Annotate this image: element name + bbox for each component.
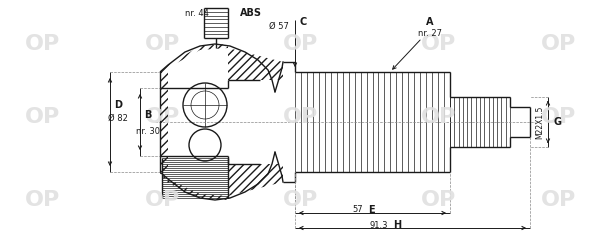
- Text: OP: OP: [283, 107, 317, 127]
- Text: E: E: [368, 205, 374, 215]
- Text: A: A: [426, 17, 434, 27]
- Text: Ø 82: Ø 82: [108, 113, 128, 122]
- Text: Ø 57: Ø 57: [269, 21, 289, 30]
- Text: C: C: [300, 17, 307, 27]
- Text: OP: OP: [421, 190, 455, 210]
- Text: OP: OP: [283, 190, 317, 210]
- Text: OP: OP: [541, 34, 575, 54]
- Text: ABS: ABS: [240, 8, 262, 18]
- Text: OP: OP: [421, 107, 455, 127]
- Text: 57: 57: [352, 205, 363, 214]
- Text: H: H: [393, 220, 401, 230]
- Bar: [160, 72, 168, 172]
- Text: OP: OP: [25, 34, 59, 54]
- Text: OP: OP: [541, 190, 575, 210]
- Text: OP: OP: [25, 107, 59, 127]
- Text: nr. 30: nr. 30: [136, 128, 160, 136]
- Text: D: D: [114, 100, 122, 110]
- Text: 91.3: 91.3: [370, 221, 388, 230]
- Text: OP: OP: [283, 34, 317, 54]
- Text: nr. 44: nr. 44: [185, 9, 209, 18]
- Text: nr. 27: nr. 27: [418, 29, 442, 38]
- Text: OP: OP: [25, 190, 59, 210]
- Text: OP: OP: [145, 190, 179, 210]
- Text: OP: OP: [145, 107, 179, 127]
- Text: OP: OP: [145, 34, 179, 54]
- Text: B: B: [145, 110, 152, 120]
- Text: OP: OP: [421, 34, 455, 54]
- Text: M22X1.5: M22X1.5: [536, 105, 545, 139]
- Text: OP: OP: [541, 107, 575, 127]
- Text: G: G: [554, 117, 562, 127]
